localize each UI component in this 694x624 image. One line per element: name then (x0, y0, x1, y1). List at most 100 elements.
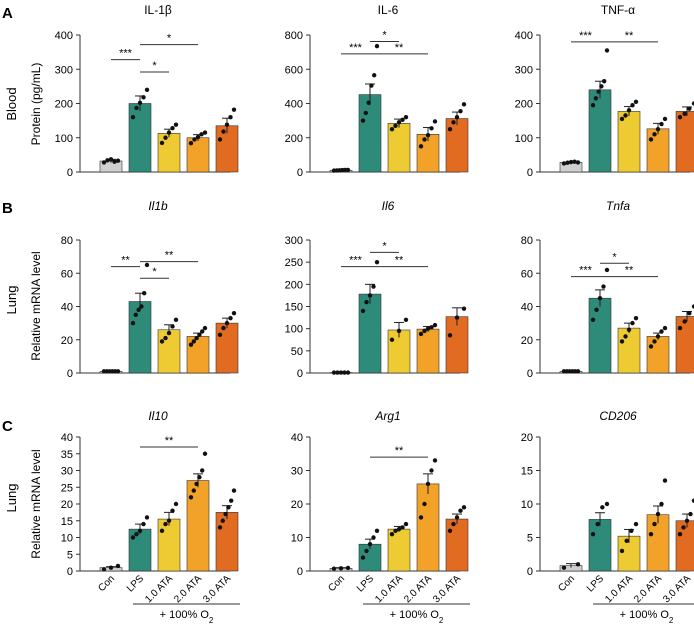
bar-4 (186, 336, 210, 374)
data-point (633, 315, 639, 321)
significance-label: ** (395, 255, 404, 267)
x-tick-label: 3.0 ATA (431, 573, 463, 605)
data-point (677, 115, 683, 120)
significance-label: * (612, 251, 617, 263)
y-tick-label: 5 (67, 549, 73, 561)
data-point (372, 73, 377, 78)
significance-label: ** (625, 30, 634, 42)
bar-4 (646, 336, 670, 374)
y-tick-label: 80 (521, 235, 533, 247)
data-point (687, 106, 692, 111)
data-point (662, 325, 668, 331)
data-point (422, 137, 427, 142)
y-tick-label: 60 (521, 268, 533, 280)
data-point (568, 159, 574, 165)
data-point (684, 518, 690, 523)
y-tick-label: 60 (61, 268, 73, 280)
data-point (133, 312, 138, 318)
data-point (345, 565, 351, 571)
data-point (403, 317, 409, 322)
y-tick-label: 15 (521, 466, 533, 478)
data-point (108, 157, 114, 162)
data-point (691, 101, 694, 106)
y-tick-label: 40 (61, 432, 73, 444)
data-point (633, 99, 639, 104)
y-tick-label: 10 (521, 499, 533, 511)
y-tick-label: 400 (285, 99, 303, 111)
data-point (142, 291, 147, 296)
y-tick-label: 0 (527, 167, 533, 179)
data-point (144, 262, 150, 268)
y-tick-label: 20 (521, 335, 533, 347)
data-point (655, 126, 661, 132)
row-label-blood: Blood (4, 87, 19, 120)
data-point (199, 132, 204, 137)
data-point (226, 505, 231, 510)
data-point (141, 95, 146, 100)
data-point (231, 488, 237, 493)
data-point (115, 158, 121, 163)
ylabel-row-c: Relative mRNA level (29, 449, 43, 558)
data-point (633, 521, 639, 527)
significance-label: *** (349, 42, 363, 54)
significance-label: ** (121, 255, 130, 267)
y-tick-label: 10 (61, 533, 73, 545)
y-tick-label: 400 (515, 30, 533, 42)
data-point (101, 567, 107, 572)
data-point (367, 293, 373, 298)
data-point (590, 317, 596, 322)
data-point (338, 566, 344, 571)
bar-5 (675, 111, 694, 173)
data-point (604, 48, 610, 53)
x-tick-label: Con (556, 573, 577, 594)
data-point (101, 160, 107, 165)
bar-3 (157, 329, 181, 374)
row-label-lung-b: Lung (4, 286, 19, 315)
data-point (659, 329, 664, 334)
data-point (197, 475, 202, 480)
significance-label: * (382, 240, 387, 252)
y-tick-label: 0 (527, 566, 533, 578)
data-point (565, 160, 570, 165)
bar-3 (617, 327, 641, 374)
significance-label: ** (395, 445, 404, 457)
y-tick-label: 0 (297, 167, 303, 179)
data-point (590, 531, 596, 537)
data-point (422, 501, 427, 507)
data-point (173, 501, 179, 507)
x-tick-label: 2.0 ATA (402, 573, 434, 605)
data-point (369, 83, 374, 88)
data-point (655, 511, 661, 517)
data-point (572, 159, 577, 164)
data-point (217, 137, 223, 142)
treatment-label: + 100% O2 (160, 609, 214, 624)
data-point (191, 488, 196, 493)
data-point (418, 515, 424, 520)
data-point (188, 495, 194, 500)
data-point (630, 320, 635, 326)
data-point (159, 140, 165, 146)
data-point (619, 116, 625, 122)
significance-label: ** (165, 250, 174, 262)
data-point (224, 320, 230, 326)
y-tick-label: 80 (61, 235, 73, 247)
data-point (451, 521, 456, 527)
data-point (561, 565, 567, 570)
significance-label: ** (395, 42, 404, 54)
data-point (594, 307, 599, 313)
data-point (335, 370, 340, 375)
data-point (188, 342, 194, 347)
data-point (200, 468, 205, 473)
x-tick-label: 1.0 ATA (373, 573, 405, 605)
x-tick-label: 2.0 ATA (632, 573, 664, 605)
y-tick-label: 800 (285, 30, 303, 42)
data-point (604, 501, 610, 507)
bar-5 (215, 512, 239, 572)
significance-label: * (152, 266, 157, 278)
data-point (137, 100, 143, 106)
